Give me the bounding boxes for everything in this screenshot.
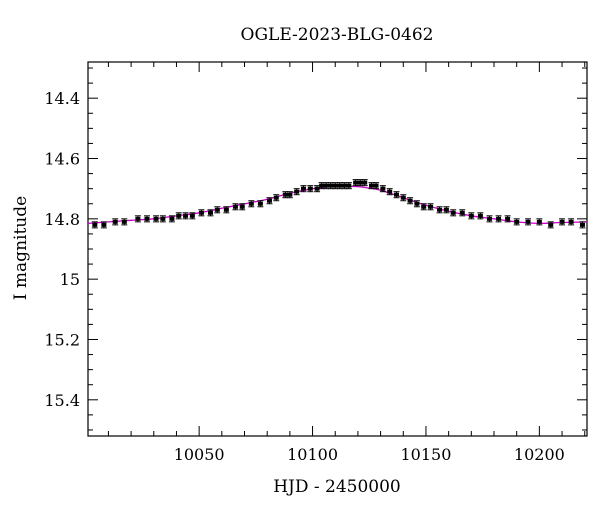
data-point bbox=[214, 207, 220, 212]
data-point bbox=[559, 219, 565, 224]
data-point bbox=[579, 222, 585, 227]
data-points bbox=[91, 179, 586, 229]
data-point bbox=[387, 189, 393, 194]
data-point bbox=[307, 186, 313, 191]
data-point bbox=[135, 216, 141, 221]
data-point bbox=[323, 183, 329, 188]
data-point bbox=[346, 183, 352, 188]
data-point bbox=[223, 207, 229, 212]
data-point bbox=[300, 186, 306, 191]
data-point bbox=[459, 210, 465, 215]
data-point bbox=[443, 207, 449, 212]
data-point bbox=[189, 213, 195, 218]
data-point bbox=[421, 204, 427, 209]
data-point bbox=[294, 189, 300, 194]
data-point bbox=[332, 183, 338, 188]
data-point bbox=[257, 201, 263, 206]
data-point bbox=[239, 204, 245, 209]
data-point bbox=[112, 219, 118, 224]
data-point bbox=[568, 219, 574, 224]
data-point bbox=[450, 210, 456, 215]
y-tick-label: 15.2 bbox=[44, 330, 80, 349]
data-point bbox=[514, 219, 520, 224]
data-point bbox=[282, 192, 288, 197]
x-tick-label: 10200 bbox=[514, 445, 565, 464]
data-point bbox=[337, 183, 343, 188]
data-point bbox=[319, 183, 325, 188]
data-point bbox=[101, 222, 107, 227]
data-point bbox=[92, 222, 98, 227]
data-point bbox=[121, 219, 127, 224]
data-point bbox=[369, 183, 375, 188]
y-tick-label: 15.4 bbox=[44, 391, 80, 410]
data-point bbox=[477, 213, 483, 218]
y-tick-label: 15 bbox=[60, 270, 80, 289]
data-point bbox=[248, 201, 254, 206]
data-point bbox=[169, 216, 175, 221]
data-point bbox=[357, 180, 363, 185]
data-point bbox=[548, 222, 554, 227]
y-tick-label: 14.4 bbox=[44, 89, 80, 108]
y-axis-label: I magnitude bbox=[11, 196, 31, 300]
data-point bbox=[427, 204, 433, 209]
axes bbox=[87, 61, 588, 437]
tick-labels: 10050 10100 10150 10200 14.4 14.6 14.8 15 15.2 15… bbox=[44, 89, 564, 464]
x-tick-label: 10150 bbox=[401, 445, 452, 464]
data-point bbox=[160, 216, 166, 221]
data-point bbox=[400, 195, 406, 200]
data-point bbox=[393, 192, 399, 197]
y-tick-label: 14.8 bbox=[44, 210, 80, 229]
data-point bbox=[407, 198, 413, 203]
plot-frame bbox=[87, 61, 588, 437]
y-tick-label: 14.6 bbox=[44, 150, 80, 169]
data-point bbox=[437, 207, 443, 212]
data-point bbox=[362, 180, 368, 185]
data-point bbox=[496, 216, 502, 221]
data-point bbox=[373, 183, 379, 188]
data-point bbox=[144, 216, 150, 221]
data-point bbox=[380, 186, 386, 191]
data-point bbox=[198, 210, 204, 215]
data-point bbox=[266, 198, 272, 203]
data-point bbox=[314, 186, 320, 191]
data-point bbox=[273, 195, 279, 200]
data-point bbox=[176, 213, 182, 218]
data-point bbox=[525, 219, 531, 224]
data-point bbox=[341, 183, 347, 188]
x-axis-label: HJD - 2450000 bbox=[273, 477, 401, 497]
data-point bbox=[353, 180, 359, 185]
data-point bbox=[486, 216, 492, 221]
data-point bbox=[536, 219, 542, 224]
data-point bbox=[468, 213, 474, 218]
x-tick-label: 10050 bbox=[174, 445, 225, 464]
data-point bbox=[328, 183, 334, 188]
data-point bbox=[287, 192, 293, 197]
data-point bbox=[153, 216, 159, 221]
data-point bbox=[414, 201, 420, 206]
data-point bbox=[183, 213, 189, 218]
x-tick-label: 10100 bbox=[287, 445, 338, 464]
data-point bbox=[505, 216, 511, 221]
chart-title: OGLE-2023-BLG-0462 bbox=[241, 25, 434, 45]
data-point bbox=[232, 204, 238, 209]
data-point bbox=[207, 210, 213, 215]
